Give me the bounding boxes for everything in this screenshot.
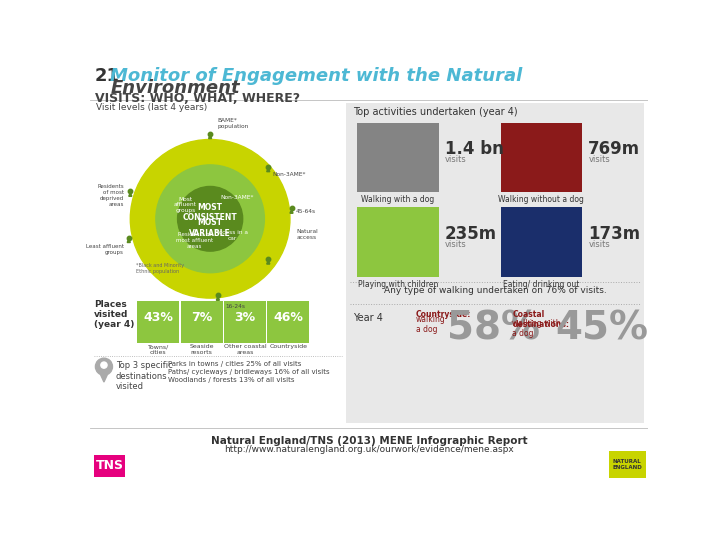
FancyBboxPatch shape (181, 301, 222, 343)
Text: Towns/
cities: Towns/ cities (148, 345, 168, 355)
Text: 21: 21 (94, 67, 120, 85)
Text: MOST
VARIABLE: MOST VARIABLE (189, 218, 231, 238)
Polygon shape (290, 210, 293, 213)
Circle shape (101, 362, 107, 368)
Text: Natural England/TNS (2013) MENE Infographic Report: Natural England/TNS (2013) MENE Infograp… (211, 436, 527, 446)
Circle shape (156, 165, 264, 273)
Text: 16-24s: 16-24s (225, 304, 246, 309)
Text: http://www.naturalengland.org.uk/ourwork/evidence/mene.aspx: http://www.naturalengland.org.uk/ourwork… (224, 445, 514, 454)
Text: Environment: Environment (110, 79, 240, 97)
FancyBboxPatch shape (357, 207, 438, 276)
FancyBboxPatch shape (267, 301, 310, 343)
Circle shape (130, 139, 290, 298)
Text: 1.4 bn: 1.4 bn (445, 140, 504, 158)
Text: Woodlands / forests 13% of all visits: Woodlands / forests 13% of all visits (168, 377, 294, 383)
Polygon shape (266, 260, 270, 264)
Text: VISITS: WHO, WHAT, WHERE?: VISITS: WHO, WHAT, WHERE? (94, 92, 300, 105)
Text: Visit levels (last 4 years): Visit levels (last 4 years) (96, 103, 207, 112)
Text: Countryside: Countryside (269, 345, 307, 349)
Text: Other coastal
areas: Other coastal areas (224, 345, 266, 355)
Text: Least affluent
groups: Least affluent groups (86, 244, 124, 255)
Text: Any type of walking undertaken on 76% of visits.: Any type of walking undertaken on 76% of… (384, 286, 606, 295)
Text: Non-3AME*: Non-3AME* (272, 172, 305, 177)
Text: 173m: 173m (588, 225, 641, 242)
Text: Walking with a dog: Walking with a dog (361, 195, 435, 204)
Text: 46%: 46% (274, 310, 303, 323)
Circle shape (178, 186, 243, 251)
Text: Countryside:: Countryside: (415, 309, 471, 319)
Text: 235m: 235m (445, 225, 497, 242)
FancyBboxPatch shape (357, 123, 438, 192)
Text: Eating/ drinking out: Eating/ drinking out (503, 280, 580, 288)
Text: *Black and Minority
Ethnic population: *Black and Minority Ethnic population (137, 264, 184, 274)
Polygon shape (127, 239, 130, 242)
Circle shape (96, 358, 112, 375)
FancyBboxPatch shape (94, 455, 125, 477)
Text: Residents
of most
deprived
areas: Residents of most deprived areas (97, 185, 124, 207)
Text: 45-64s: 45-64s (296, 208, 316, 214)
Text: 58%: 58% (446, 309, 539, 348)
Text: walking
a dog: walking a dog (415, 315, 445, 334)
Text: 769m: 769m (588, 140, 641, 158)
Text: visits: visits (445, 155, 467, 164)
Text: Parks in towns / cities 25% of all visits: Parks in towns / cities 25% of all visit… (168, 361, 301, 367)
Text: 45%: 45% (555, 309, 648, 348)
Text: BAME*
population: BAME* population (218, 118, 249, 129)
Text: Residents of
most affluent
areas: Residents of most affluent areas (176, 232, 213, 248)
Text: Monitor of Engagement with the Natural: Monitor of Engagement with the Natural (110, 67, 523, 85)
FancyBboxPatch shape (609, 450, 646, 478)
Text: NATURAL
ENGLAND: NATURAL ENGLAND (612, 459, 642, 470)
Text: 7%: 7% (191, 310, 212, 323)
Polygon shape (209, 135, 212, 139)
Polygon shape (129, 193, 132, 197)
Text: Top activities undertaken (year 4): Top activities undertaken (year 4) (354, 107, 518, 117)
Polygon shape (100, 374, 108, 382)
Text: Playing with children: Playing with children (358, 280, 438, 288)
FancyBboxPatch shape (500, 123, 582, 192)
Text: MOST
CONSISTENT: MOST CONSISTENT (183, 203, 238, 222)
Polygon shape (266, 168, 270, 172)
Text: Places
visited
(year 4): Places visited (year 4) (94, 300, 134, 329)
Text: Natural
access: Natural access (296, 229, 318, 240)
Text: Seaside
resorts: Seaside resorts (189, 345, 214, 355)
Text: Non-3AME*: Non-3AME* (220, 195, 254, 200)
Text: 43%: 43% (143, 310, 173, 323)
Polygon shape (216, 296, 220, 300)
Text: Year 4: Year 4 (354, 313, 383, 323)
Text: Coastal
destinations:: Coastal destinations: (513, 309, 570, 329)
FancyBboxPatch shape (138, 301, 179, 343)
Text: Access in a
car: Access in a car (215, 231, 248, 241)
Text: Most
affluent
groups: Most affluent groups (174, 197, 197, 213)
Text: TNS: TNS (95, 460, 123, 472)
Text: visits: visits (588, 155, 610, 164)
FancyBboxPatch shape (500, 207, 582, 276)
Text: visits: visits (588, 240, 610, 249)
Text: visits: visits (445, 240, 467, 249)
FancyBboxPatch shape (346, 103, 644, 423)
Text: Paths/ cycleways / bridleways 16% of all visits: Paths/ cycleways / bridleways 16% of all… (168, 369, 329, 375)
Text: walking with
a dog: walking with a dog (513, 319, 561, 338)
FancyBboxPatch shape (224, 301, 266, 343)
Text: 3%: 3% (235, 310, 256, 323)
Text: Top 3 specific
destinations
visited: Top 3 specific destinations visited (116, 361, 172, 391)
Text: Walking without a dog: Walking without a dog (498, 195, 585, 204)
